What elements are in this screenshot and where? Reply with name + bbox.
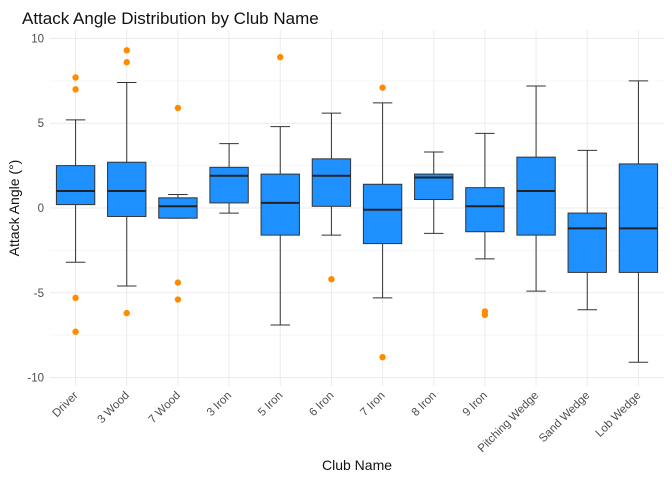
box-group-9-iron [465,132,505,318]
outlier-point [277,53,284,61]
x-tick-label: 7 Wood [147,390,183,426]
outlier-point [379,353,386,361]
x-tick-label: 7 Iron [358,390,387,419]
outlier-point [174,296,182,303]
box-group-lob-wedge [618,80,659,363]
iqr-box [260,173,300,236]
box-group-7-wood [158,104,198,303]
x-tick-label: 3 Iron [205,390,234,419]
outlier-point [72,86,79,93]
iqr-box [107,161,147,217]
y-tick-label: -5 [34,288,44,300]
outlier-point [72,74,79,81]
x-tick-label: Sand Wedge [537,390,592,445]
box-group-sand-wedge [567,149,607,311]
iqr-box [567,212,607,273]
outlier-point [123,309,130,317]
iqr-box [362,183,403,245]
box-group-3-iron [209,143,249,214]
tick-labels: -10 -5 0 5 10 Driver 3 Wood 7 Wood 3 Iron 5 Iron 6… [27,33,643,454]
y-tick-label: 5 [38,118,44,130]
box-group-8-iron [414,151,454,234]
y-tick-label: 0 [38,203,44,215]
y-tick-label: -10 [27,373,44,385]
outlier-point [481,311,489,318]
x-tick-label: 5 Iron [256,390,285,419]
box-group-7-iron [362,84,403,361]
x-tick-label: Driver [51,390,81,420]
iqr-box [465,187,505,233]
boxes [55,47,659,363]
outlier-point [72,294,79,302]
outlier-point [123,59,130,66]
chart-title: Attack Angle Distribution by Club Name [22,9,319,28]
outlier-point [123,47,130,54]
x-tick-label: 3 Wood [95,390,131,426]
iqr-box [618,163,659,273]
outlier-point [174,104,182,112]
box-group-pitching-wedge [516,85,556,292]
iqr-box [209,166,249,204]
outlier-point [72,328,79,335]
box-group-5-iron [260,53,300,326]
iqr-box [55,165,96,206]
iqr-box [516,156,556,236]
x-tick-label: 8 Iron [410,390,439,419]
y-tick-label: 10 [31,33,44,45]
x-tick-label: 6 Iron [307,390,336,419]
iqr-box [158,197,198,219]
x-tick-label: 9 Iron [461,390,490,419]
box-group-driver [55,74,96,335]
outlier-point [174,279,182,286]
x-tick-label: Lob Wedge [594,390,644,440]
box-group-3-wood [107,47,147,317]
y-axis-title: Attack Angle (°) [6,160,22,257]
outlier-point [328,276,335,283]
box-group-6-iron [311,112,352,283]
iqr-box [311,158,352,207]
x-axis-title: Club Name [322,457,392,473]
outlier-point [379,84,386,91]
